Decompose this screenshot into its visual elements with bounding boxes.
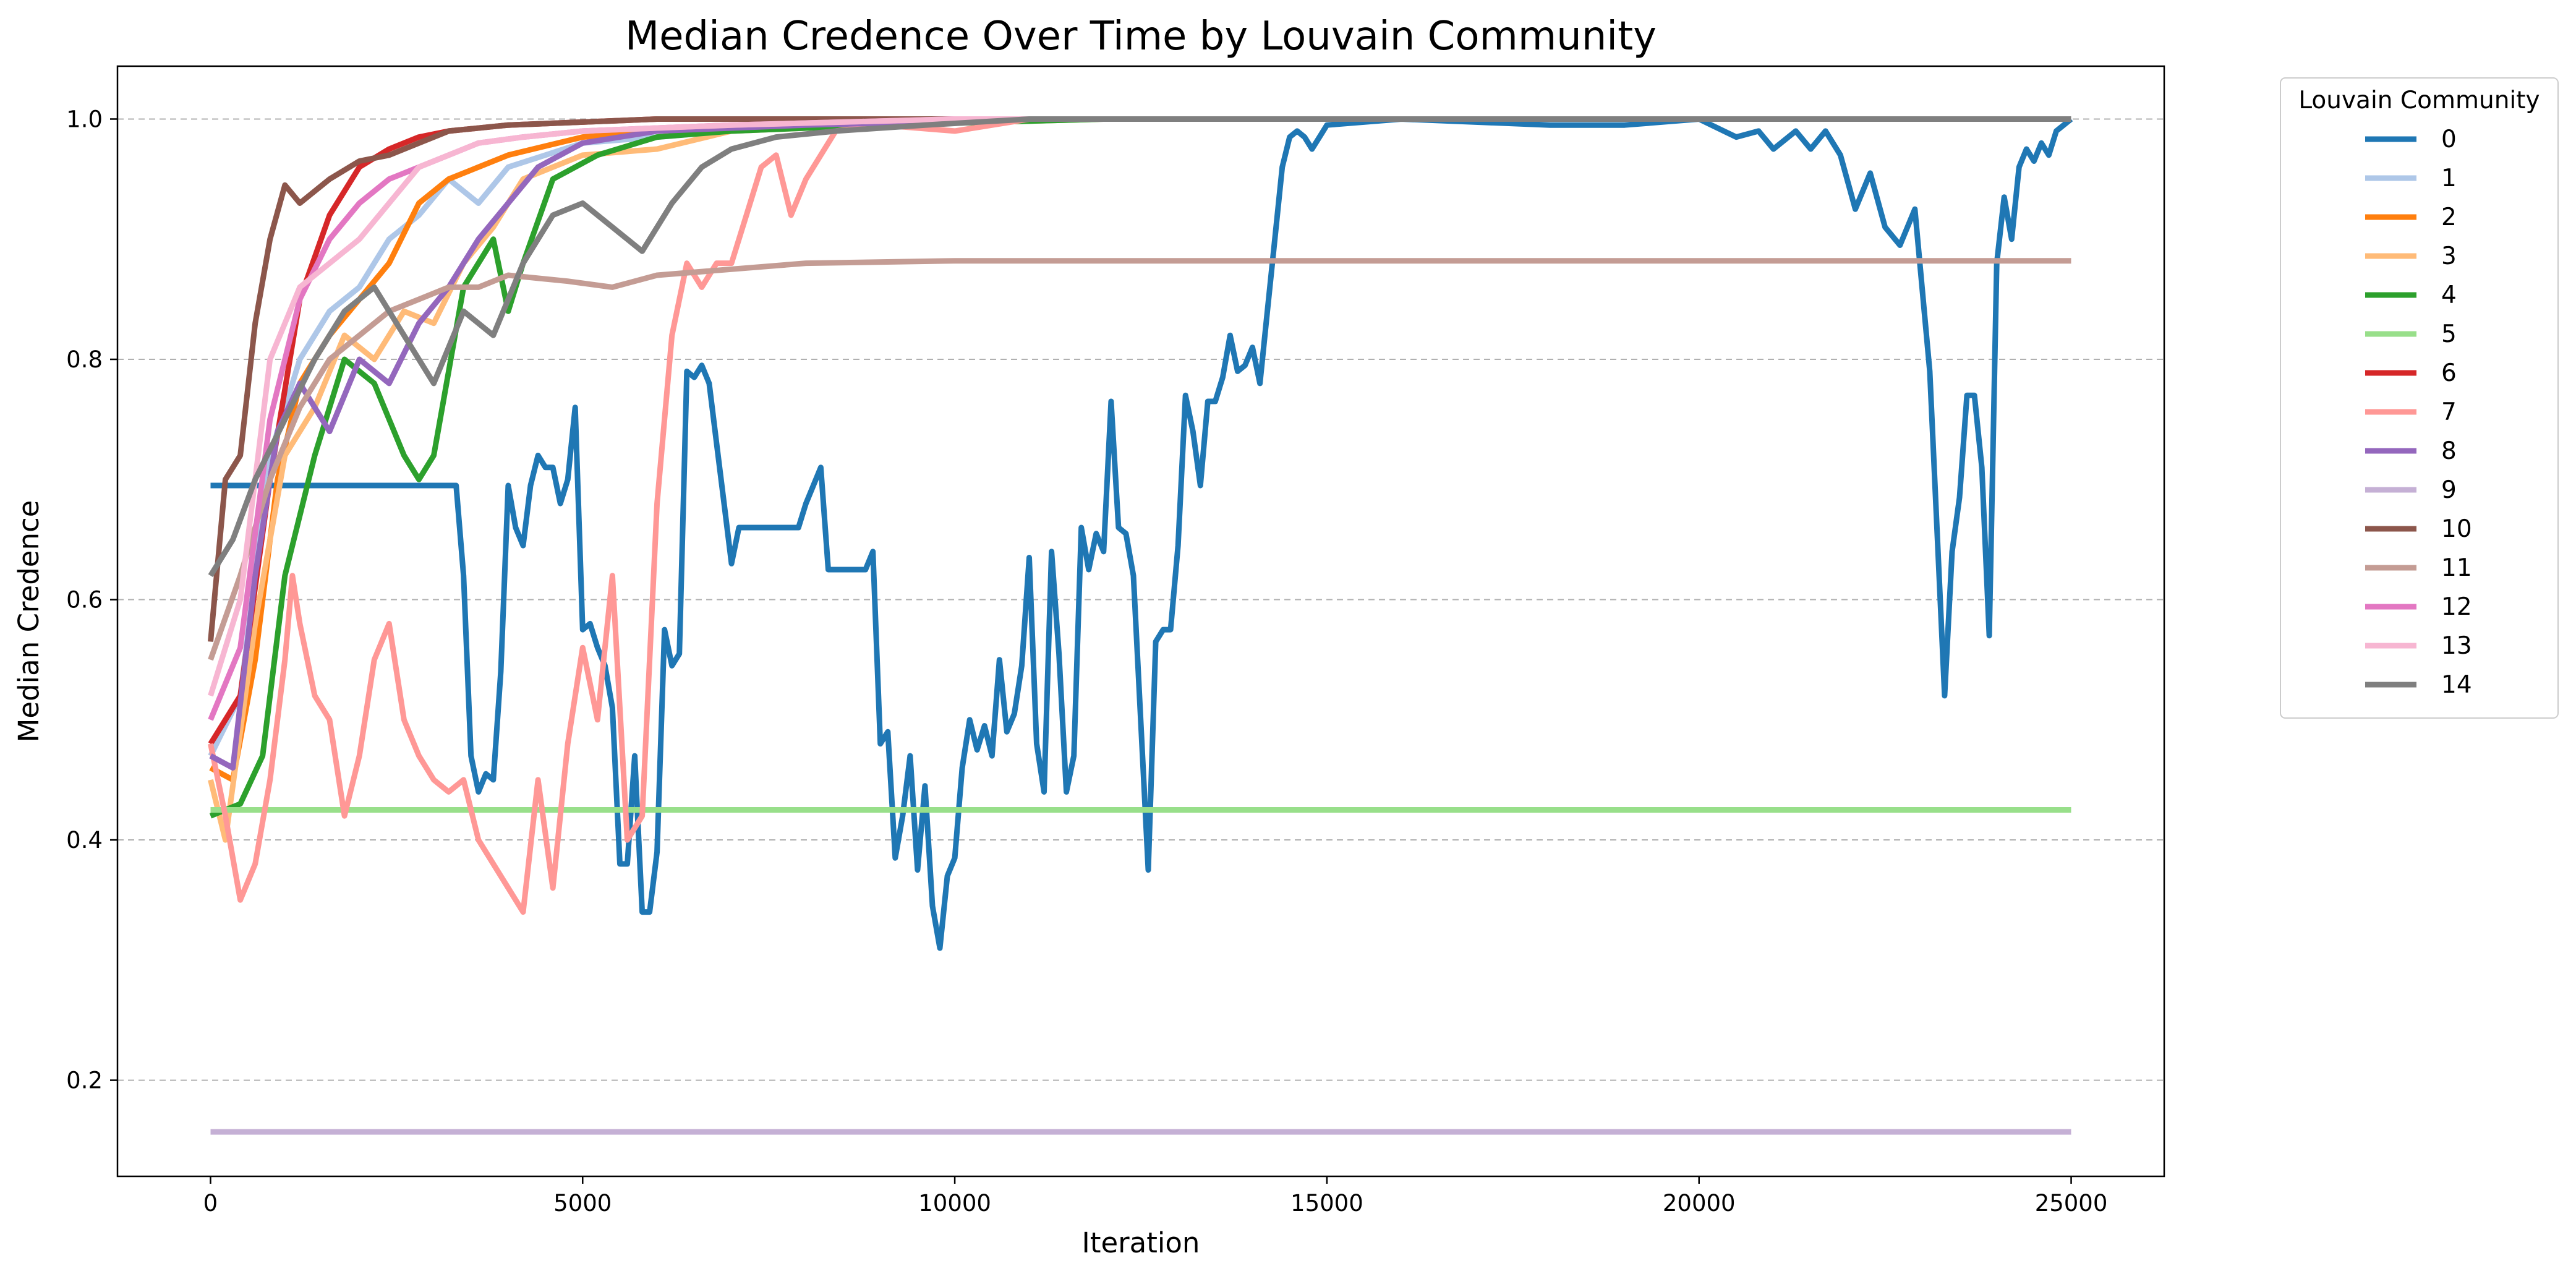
x-tick-label-2: 10000 — [918, 1190, 991, 1217]
legend-label-8: 8 — [2441, 437, 2457, 465]
series-lines — [208, 116, 2073, 1135]
legend-label-2: 2 — [2441, 203, 2457, 231]
series-line-10 — [208, 116, 2071, 642]
legend-label-12: 12 — [2441, 593, 2472, 621]
y-tick-label-3: 0.8 — [66, 346, 103, 373]
series-line-8 — [209, 116, 2071, 771]
legend-label-1: 1 — [2441, 165, 2457, 192]
y-axis-label: Median Credence — [12, 500, 45, 743]
legend-label-6: 6 — [2441, 359, 2457, 387]
legend-label-3: 3 — [2441, 242, 2457, 270]
x-tick-label-4: 20000 — [1663, 1190, 1736, 1217]
y-tick-label-0: 0.2 — [66, 1067, 103, 1094]
plot-area-frame — [116, 65, 2165, 1178]
y-axis-ticks: 0.2 0.4 0.6 0.8 1.0 — [66, 106, 117, 1094]
y-tick-label-4: 1.0 — [66, 106, 103, 132]
legend-label-10: 10 — [2441, 515, 2472, 543]
legend-label-9: 9 — [2441, 476, 2457, 504]
legend-label-7: 7 — [2441, 398, 2457, 426]
legend-label-11: 11 — [2441, 554, 2472, 582]
legend-label-4: 4 — [2441, 281, 2457, 309]
x-axis-label: Iteration — [1082, 1226, 1200, 1259]
series-line-7 — [208, 116, 2071, 915]
x-tick-label-5: 25000 — [2035, 1190, 2108, 1217]
x-axis-ticks: 0 5000 10000 15000 20000 25000 — [203, 1176, 2108, 1217]
x-tick-label-0: 0 — [203, 1190, 218, 1217]
y-tick-label-1: 0.4 — [66, 827, 103, 853]
legend-label-13: 13 — [2441, 632, 2472, 660]
series-line-11 — [208, 258, 2071, 661]
series-line-14 — [208, 116, 2071, 578]
chart-title: Median Credence Over Time by Louvain Com… — [625, 14, 1657, 59]
legend-label-0: 0 — [2441, 126, 2457, 153]
y-tick-label-2: 0.6 — [66, 587, 103, 614]
legend-title: Louvain Community — [2298, 87, 2540, 114]
legend-label-14: 14 — [2441, 671, 2472, 699]
series-line-13 — [208, 116, 2071, 697]
legend-label-5: 5 — [2441, 320, 2457, 348]
x-tick-label-1: 5000 — [553, 1190, 612, 1217]
x-tick-label-3: 15000 — [1290, 1190, 1363, 1217]
legend-box — [2280, 77, 2559, 719]
